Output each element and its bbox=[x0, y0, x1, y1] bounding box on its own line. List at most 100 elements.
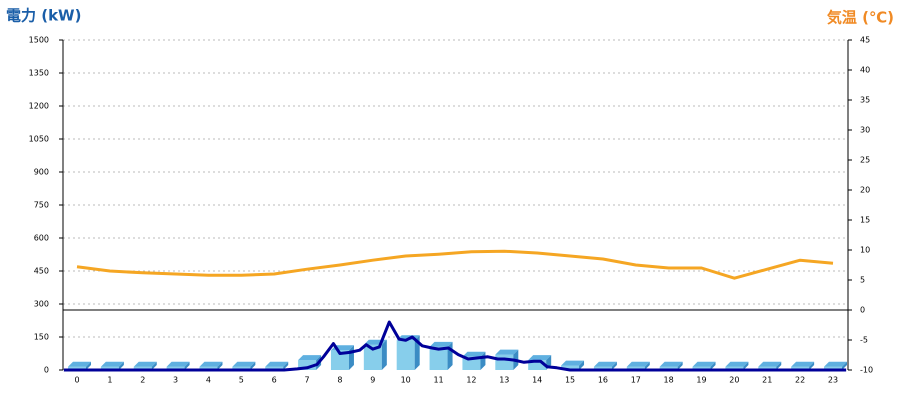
bar-side bbox=[611, 361, 617, 370]
y2-tick-label: 10 bbox=[860, 246, 870, 255]
y-tick-label: 750 bbox=[34, 201, 49, 210]
power-line bbox=[63, 320, 847, 372]
bar-side bbox=[809, 361, 815, 370]
x-tick-label: 8 bbox=[337, 376, 342, 385]
y2-tick-label: 0 bbox=[860, 306, 865, 315]
bar bbox=[133, 366, 152, 370]
bar bbox=[626, 366, 645, 370]
x-tick-label: 10 bbox=[401, 376, 411, 385]
bar-top bbox=[232, 361, 256, 367]
y2-tick-label: 5 bbox=[860, 276, 865, 285]
bar-top bbox=[100, 361, 124, 367]
y2-axis-title: 気温 (℃) bbox=[827, 9, 894, 27]
x-tick-label: 18 bbox=[664, 376, 674, 385]
bar-top bbox=[791, 361, 815, 367]
x-tick-label: 7 bbox=[305, 376, 310, 385]
bar-side bbox=[677, 361, 683, 370]
bar bbox=[330, 350, 349, 370]
y2-tick-label: -5 bbox=[860, 336, 868, 345]
bar-side bbox=[118, 361, 124, 370]
x-tick-label: 12 bbox=[466, 376, 476, 385]
bar-top bbox=[429, 341, 453, 347]
x-tick-label: 3 bbox=[173, 376, 178, 385]
x-tick-label: 19 bbox=[696, 376, 706, 385]
bar bbox=[363, 344, 382, 370]
bar-top bbox=[495, 349, 519, 355]
bar-top bbox=[199, 361, 223, 367]
y2-tick-label: 20 bbox=[860, 186, 870, 195]
x-tick-label: 14 bbox=[532, 376, 542, 385]
bar-top bbox=[68, 361, 91, 367]
y2-tick-label: 35 bbox=[860, 96, 870, 105]
bar bbox=[791, 366, 810, 370]
y-tick-label: 450 bbox=[34, 267, 49, 276]
x-tick-label: 6 bbox=[272, 376, 277, 385]
bar-top bbox=[133, 361, 157, 367]
y2-tick-label: 45 bbox=[860, 36, 870, 45]
y-tick-label: 1500 bbox=[29, 36, 49, 45]
bar-top bbox=[462, 351, 486, 357]
bar-top bbox=[725, 361, 749, 367]
bar-side bbox=[743, 361, 749, 370]
bar-side bbox=[217, 361, 223, 370]
bar-top bbox=[265, 361, 289, 367]
bar bbox=[166, 366, 185, 370]
x-tick-label: 5 bbox=[239, 376, 244, 385]
bar-side bbox=[776, 361, 782, 370]
bar bbox=[199, 366, 218, 370]
y-tick-label: 1200 bbox=[29, 102, 49, 111]
y-tick-label: 1050 bbox=[29, 135, 49, 144]
bar-top bbox=[528, 355, 552, 361]
x-tick-label: 17 bbox=[631, 376, 641, 385]
bar bbox=[659, 366, 678, 370]
bar-top bbox=[298, 355, 322, 361]
bar bbox=[396, 340, 415, 370]
bar-side bbox=[250, 361, 256, 370]
y2-tick-label: -10 bbox=[860, 366, 873, 375]
y-tick-label: 300 bbox=[34, 300, 49, 309]
bar-side bbox=[579, 360, 585, 370]
y-tick-label: 150 bbox=[34, 333, 49, 342]
x-tick-label: 1 bbox=[107, 376, 112, 385]
bar bbox=[758, 366, 777, 370]
bar bbox=[725, 366, 744, 370]
y2-tick-label: 15 bbox=[860, 216, 870, 225]
bar-top bbox=[758, 361, 782, 367]
bar-top bbox=[659, 361, 683, 367]
x-tick-label: 11 bbox=[433, 376, 443, 385]
bar bbox=[232, 366, 251, 370]
bar-side bbox=[842, 361, 847, 370]
x-tick-label: 2 bbox=[140, 376, 145, 385]
y-tick-label: 900 bbox=[34, 168, 49, 177]
x-tick-label: 22 bbox=[795, 376, 805, 385]
bar bbox=[824, 366, 842, 370]
bar-top bbox=[593, 361, 617, 367]
chart-title: 電力 (kW) bbox=[6, 7, 81, 25]
bar-side bbox=[151, 361, 157, 370]
bar bbox=[561, 365, 580, 370]
bar-side bbox=[381, 339, 387, 370]
bar bbox=[429, 346, 448, 370]
x-tick-label: 9 bbox=[370, 376, 375, 385]
x-tick-label: 13 bbox=[499, 376, 509, 385]
bar bbox=[593, 366, 612, 370]
bar bbox=[495, 354, 514, 370]
y-tick-label: 0 bbox=[44, 366, 49, 375]
bar bbox=[692, 366, 711, 370]
bar-top bbox=[824, 361, 847, 367]
y2-tick-label: 30 bbox=[860, 126, 870, 135]
y-tick-label: 600 bbox=[34, 234, 49, 243]
bar-side bbox=[184, 361, 190, 370]
x-tick-label: 0 bbox=[74, 376, 79, 385]
x-tick-label: 21 bbox=[762, 376, 772, 385]
bar-top bbox=[166, 361, 190, 367]
bar-side bbox=[710, 361, 716, 370]
x-tick-label: 23 bbox=[828, 376, 838, 385]
x-tick-label: 15 bbox=[565, 376, 575, 385]
bar bbox=[100, 366, 119, 370]
bar-side bbox=[86, 361, 91, 370]
bar bbox=[68, 366, 86, 370]
bar-top bbox=[626, 361, 650, 367]
y2-tick-label: 40 bbox=[860, 66, 870, 75]
